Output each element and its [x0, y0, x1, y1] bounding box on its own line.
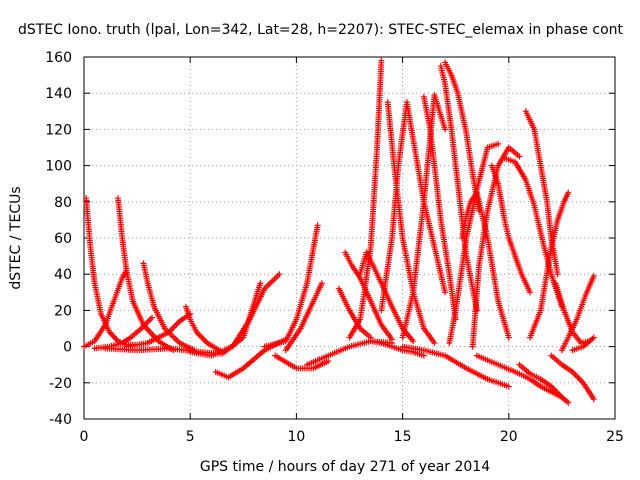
- y-tick-label: 40: [54, 267, 72, 283]
- y-tick-label: 0: [63, 340, 72, 356]
- data-point: [276, 271, 283, 278]
- series-arc-28: [469, 144, 523, 350]
- data-point: [495, 140, 502, 147]
- series-arc-29: [488, 162, 534, 296]
- series-arc-31: [522, 108, 561, 278]
- x-tick-label: 15: [394, 429, 412, 445]
- axis-ticks: 0 5 10 15 20 25 -40 -20 0 20 40 60 80 100 120 140 160: [45, 50, 624, 445]
- data-point: [257, 280, 264, 287]
- data-point: [442, 126, 449, 133]
- y-axis-label: dSTEC / TECUs: [8, 186, 24, 289]
- series-arc-35: [516, 361, 572, 406]
- data-point: [565, 189, 572, 196]
- series-arc-23: [420, 93, 459, 323]
- grid: [84, 57, 615, 419]
- series-arc-12: [272, 352, 332, 372]
- series-arc-19: [367, 338, 427, 359]
- series-arc-33: [399, 343, 512, 390]
- data-point: [505, 383, 512, 390]
- data-point: [527, 289, 534, 296]
- data-series: [81, 57, 597, 406]
- x-tick-label: 20: [500, 429, 518, 445]
- series-arc-17: [346, 57, 385, 341]
- y-tick-label: 140: [45, 86, 72, 102]
- chart-title: dSTEC Iono. truth (lpal, Lon=342, Lat=28…: [18, 22, 624, 38]
- plot-frame: [83, 56, 616, 420]
- x-tick-label: 25: [606, 429, 624, 445]
- x-tick-label: 5: [186, 429, 195, 445]
- x-tick-label: 10: [287, 429, 305, 445]
- series-arc-13: [282, 280, 325, 354]
- series-arc-39: [569, 334, 597, 354]
- series-arc-38: [558, 273, 597, 354]
- data-point: [325, 358, 332, 365]
- y-tick-label: -20: [49, 376, 72, 392]
- series-arc-20: [378, 99, 449, 314]
- y-tick-label: -40: [49, 412, 72, 428]
- y-tick-label: 120: [45, 122, 72, 138]
- y-tick-label: 160: [45, 50, 72, 66]
- data-point: [565, 399, 572, 406]
- y-tick-label: 80: [54, 195, 72, 211]
- data-point: [554, 271, 561, 278]
- data-point: [420, 352, 427, 359]
- data-point: [388, 336, 395, 343]
- series-arc-11: [261, 222, 321, 350]
- data-point: [314, 222, 321, 229]
- data-point: [442, 289, 449, 296]
- data-point: [431, 339, 438, 346]
- series-arc-01: [83, 195, 138, 348]
- data-point: [410, 338, 417, 345]
- data-point: [318, 280, 325, 287]
- data-point: [590, 273, 597, 280]
- data-point: [590, 396, 597, 403]
- x-axis-label: GPS time / hours of day 271 of year 2014: [200, 459, 490, 475]
- series-arc-21: [384, 99, 438, 346]
- data-point: [505, 334, 512, 341]
- data-point: [378, 57, 385, 64]
- x-tick-label: 0: [80, 429, 89, 445]
- data-point: [516, 153, 523, 160]
- y-tick-label: 100: [45, 159, 72, 175]
- y-tick-label: 60: [54, 231, 72, 247]
- series-arc-27: [459, 189, 512, 341]
- data-point: [590, 334, 597, 341]
- y-tick-label: 20: [54, 303, 72, 319]
- series-arc-22: [399, 92, 449, 341]
- series-arc-36: [548, 352, 597, 403]
- series-arc-09: [187, 271, 283, 359]
- series-arc-32: [527, 189, 572, 341]
- data-point: [148, 314, 155, 321]
- series-arc-02: [81, 267, 130, 350]
